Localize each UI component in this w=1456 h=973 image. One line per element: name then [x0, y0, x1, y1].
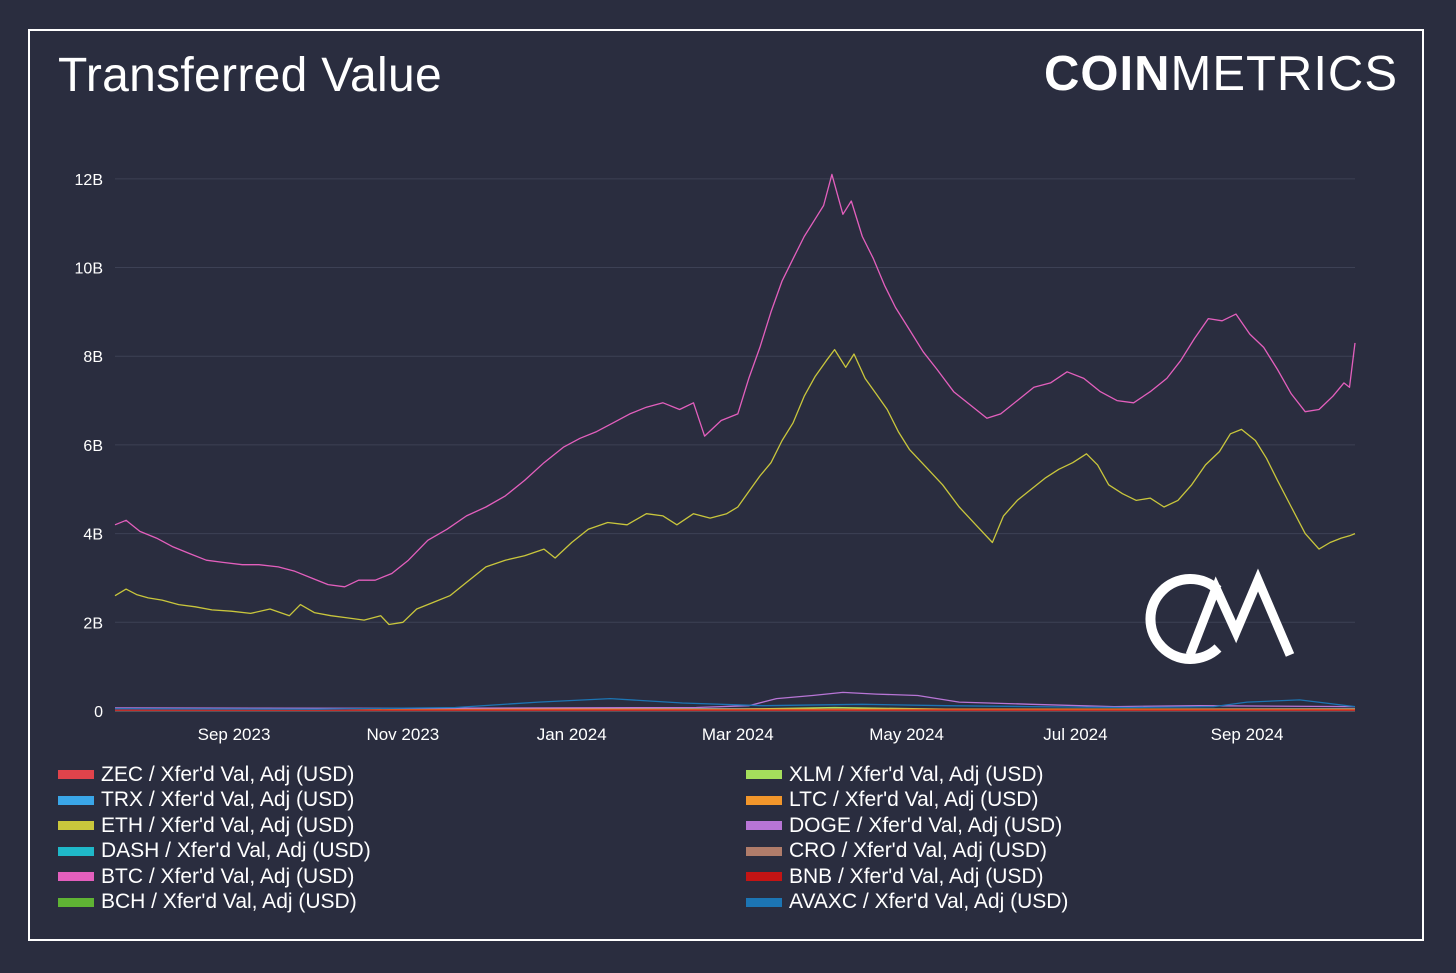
legend-item[interactable]: BTC / Xfer'd Val, Adj (USD)	[58, 864, 354, 889]
legend-label: BNB / Xfer'd Val, Adj (USD)	[789, 864, 1044, 888]
legend-item[interactable]: ZEC / Xfer'd Val, Adj (USD)	[58, 762, 354, 787]
series-lines	[114, 173, 1356, 712]
x-tick-label: Sep 2023	[198, 725, 271, 744]
chart-title: Transferred Value	[58, 49, 442, 102]
legend-swatch	[58, 897, 94, 907]
legend-label: AVAXC / Xfer'd Val, Adj (USD)	[789, 890, 1069, 913]
x-tick-label: May 2024	[869, 725, 944, 744]
x-tick-label: Mar 2024	[702, 725, 774, 744]
y-tick-label: 0	[94, 704, 103, 721]
y-tick-label: 4B	[83, 527, 103, 544]
x-tick-label: Sep 2024	[1211, 725, 1284, 744]
y-axis-tick-labels: 0 2B 4B 6B 8B 10B 12B	[75, 172, 104, 721]
x-tick-label: Jan 2024	[537, 725, 607, 744]
cm-watermark-logo	[1145, 568, 1295, 664]
y-tick-label: 10B	[75, 261, 103, 278]
y-tick-label: 8B	[83, 349, 103, 366]
y-tick-label: 6B	[83, 438, 103, 455]
y-tick-label: 2B	[83, 615, 103, 632]
legend-swatch	[58, 795, 94, 805]
chart-frame	[28, 29, 1424, 941]
legend-item[interactable]: DOGE / Xfer'd Val, Adj (USD)	[746, 813, 1062, 838]
legend-label: ETH / Xfer'd Val, Adj (USD)	[101, 813, 355, 837]
legend-label: TRX / Xfer'd Val, Adj (USD)	[101, 788, 355, 811]
legend-label: BCH / Xfer'd Val, Adj (USD)	[101, 890, 357, 913]
grid-lines	[115, 178, 1355, 623]
legend-swatch	[58, 821, 94, 830]
legend-item[interactable]: AVAXC / Xfer'd Val, Adj (USD)	[746, 890, 1068, 915]
series-line-doge	[114, 691, 1356, 709]
legend-swatch	[58, 846, 94, 856]
x-tick-label: Jul 2024	[1043, 725, 1107, 744]
legend-item[interactable]: BNB / Xfer'd Val, Adj (USD)	[746, 864, 1044, 889]
x-axis-tick-labels: Sep 2023 Nov 2023 Jan 2024 Mar 2024 May 2024…	[198, 725, 1284, 744]
legend-item[interactable]: ETH / Xfer'd Val, Adj (USD)	[58, 813, 354, 838]
legend-label: CRO / Xfer'd Val, Adj (USD)	[789, 839, 1048, 862]
brand-logo-light: METRICS	[1170, 47, 1398, 101]
legend-item[interactable]: BCH / Xfer'd Val, Adj (USD)	[58, 890, 357, 915]
legend-swatch	[746, 821, 782, 830]
legend-swatch	[746, 897, 782, 907]
legend-item[interactable]: TRX / Xfer'd Val, Adj (USD)	[58, 788, 354, 813]
legend-swatch	[58, 872, 94, 881]
legend-swatch	[746, 846, 782, 856]
legend-item[interactable]: XLM / Xfer'd Val, Adj (USD)	[746, 762, 1044, 787]
chart-legend: ZEC / Xfer'd Val, Adj (USD) TRX / Xfer'd …	[58, 762, 1158, 922]
brand-logo-bold: COIN	[1044, 47, 1171, 101]
brand-logo: COINMETRICS	[1044, 50, 1398, 99]
series-line-avaxc	[114, 697, 1356, 710]
legend-label: ZEC / Xfer'd Val, Adj (USD)	[101, 762, 355, 786]
legend-item[interactable]: CRO / Xfer'd Val, Adj (USD)	[746, 839, 1047, 864]
series-line-btc	[114, 173, 1356, 588]
legend-swatch	[58, 770, 94, 779]
x-tick-label: Nov 2023	[366, 725, 439, 744]
series-line-eth	[114, 348, 1356, 626]
y-tick-label: 12B	[75, 172, 103, 189]
legend-label: DOGE / Xfer'd Val, Adj (USD)	[789, 813, 1063, 837]
legend-item[interactable]: LTC / Xfer'd Val, Adj (USD)	[746, 788, 1038, 813]
legend-swatch	[746, 872, 782, 881]
legend-label: BTC / Xfer'd Val, Adj (USD)	[101, 864, 355, 888]
legend-item[interactable]: DASH / Xfer'd Val, Adj (USD)	[58, 839, 371, 864]
legend-label: XLM / Xfer'd Val, Adj (USD)	[789, 762, 1044, 786]
legend-label: DASH / Xfer'd Val, Adj (USD)	[101, 839, 371, 862]
legend-swatch	[746, 795, 782, 805]
legend-label: LTC / Xfer'd Val, Adj (USD)	[789, 788, 1039, 811]
legend-swatch	[746, 770, 782, 779]
